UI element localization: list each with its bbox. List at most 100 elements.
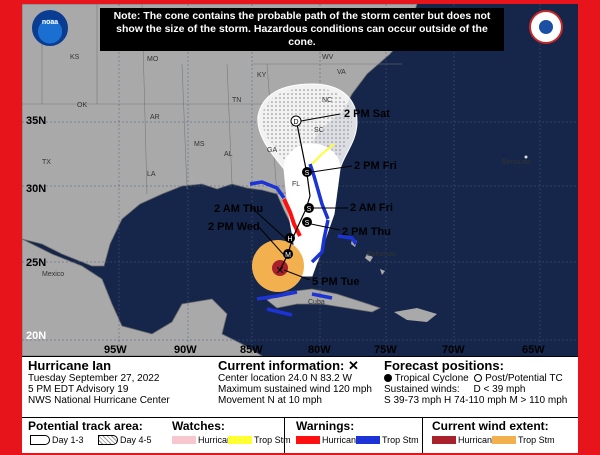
lon-90w: 90W bbox=[174, 344, 197, 356]
forecast-map: ✕ M H S S S D 2 P bbox=[22, 4, 578, 356]
state-ga: GA bbox=[267, 147, 277, 154]
current-title: Current information: bbox=[218, 358, 345, 373]
day45-label: Day 4-5 bbox=[120, 435, 152, 445]
legend-watch-ts: Trop Stm bbox=[228, 435, 291, 445]
day13-label: Day 1-3 bbox=[52, 435, 84, 445]
wind-hurricane-label: Hurricane bbox=[458, 435, 498, 445]
warn-hurricane-swatch bbox=[296, 436, 320, 444]
nws-logo bbox=[529, 10, 563, 44]
place-bahamas: Bahamas bbox=[367, 251, 397, 258]
noaa-logo: noaa bbox=[32, 10, 68, 46]
d-scale: D < 39 mph bbox=[473, 384, 526, 395]
storm-advisory: 5 PM EDT Advisory 19 bbox=[28, 384, 129, 395]
storm-name: Hurricane Ian bbox=[28, 358, 112, 373]
lon-65w: 65W bbox=[522, 344, 545, 356]
state-wv: WV bbox=[322, 54, 334, 61]
state-tx: TX bbox=[42, 159, 51, 166]
state-ky: KY bbox=[257, 72, 267, 79]
state-fl: FL bbox=[292, 181, 300, 188]
place-cuba: Cuba bbox=[308, 299, 325, 306]
legend-day45: Day 4-5 bbox=[98, 435, 152, 445]
cone-note: Note: The cone contains the probable pat… bbox=[100, 8, 504, 51]
storm-info: Hurricane Ian Tuesday September 27, 2022… bbox=[28, 358, 208, 407]
lon-95w: 95W bbox=[104, 344, 127, 356]
lat-25n: 25N bbox=[26, 257, 46, 269]
legend-divider-2 bbox=[422, 418, 423, 453]
state-ar: AR bbox=[150, 114, 160, 121]
forecast-title: Forecast positions: bbox=[384, 358, 504, 373]
svg-text:H: H bbox=[287, 236, 292, 243]
forecast-point-2pm-fri: S bbox=[302, 167, 312, 177]
watches-title: Watches: bbox=[172, 419, 225, 433]
svg-text:S: S bbox=[307, 206, 312, 213]
watch-hurricane-swatch bbox=[172, 436, 196, 444]
state-ks: KS bbox=[70, 54, 80, 61]
lon-80w: 80W bbox=[308, 344, 331, 356]
label-2pm-sat: 2 PM Sat bbox=[344, 108, 390, 120]
current-wind: Maximum sustained wind 120 mph bbox=[218, 384, 372, 395]
tropical-storm-warning-south bbox=[256, 219, 358, 317]
svg-text:D: D bbox=[293, 119, 298, 126]
legend-warn-ts: Trop Stm bbox=[356, 435, 419, 445]
lat-35n: 35N bbox=[26, 115, 46, 127]
watch-ts-swatch bbox=[228, 436, 252, 444]
lat-20n: 20N bbox=[26, 330, 46, 342]
current-location: Center location 24.0 N 83.2 W bbox=[218, 373, 352, 384]
current-x-icon: ✕ bbox=[348, 358, 359, 373]
cone-day-4-5-stipple bbox=[261, 88, 352, 164]
watch-ts-label: Trop Stm bbox=[254, 435, 291, 445]
label-leaders bbox=[251, 113, 353, 281]
warn-hurricane-label: Hurricane bbox=[322, 435, 362, 445]
forecast-info: Forecast positions: Tropical Cyclone Pos… bbox=[384, 359, 576, 406]
lon-75w: 75W bbox=[374, 344, 397, 356]
state-ok: OK bbox=[77, 102, 87, 109]
ptc-label: Post/Potential TC bbox=[485, 373, 563, 384]
wind-title: Current wind extent: bbox=[432, 419, 549, 433]
forecast-point-2am-fri: S bbox=[304, 203, 314, 213]
hispaniola bbox=[394, 308, 437, 322]
label-2pm-wed: 2 PM Wed bbox=[208, 221, 260, 233]
advisory-graphic: ✕ M H S S S D 2 P bbox=[22, 4, 578, 453]
storm-center: NWS National Hurricane Center bbox=[28, 395, 170, 406]
wind-ts-swatch bbox=[492, 436, 516, 444]
legend-top-divider bbox=[22, 417, 578, 418]
state-sc: SC bbox=[314, 127, 324, 134]
svg-text:S: S bbox=[305, 170, 310, 177]
lon-85w: 85W bbox=[240, 344, 263, 356]
forecast-point-2am-thu: H bbox=[285, 233, 295, 243]
warnings-title: Warnings: bbox=[296, 419, 355, 433]
svg-text:✕: ✕ bbox=[275, 264, 284, 277]
forecast-point-5pm-tue: ✕ bbox=[275, 264, 284, 277]
watch-hurricane-label: Hurricane bbox=[198, 435, 238, 445]
place-bermuda: Bermuda bbox=[502, 159, 531, 166]
lat-30n: 30N bbox=[26, 183, 46, 195]
lon-70w: 70W bbox=[442, 344, 465, 356]
cuba bbox=[266, 288, 382, 313]
current-info: Current information: ✕ Center location 2… bbox=[218, 358, 378, 407]
ptc-ring-icon bbox=[474, 374, 483, 383]
state-nc: NC bbox=[322, 97, 332, 104]
wind-ts-label: Trop Stm bbox=[518, 435, 555, 445]
place-mexico: Mexico bbox=[42, 271, 64, 278]
tc-label: Tropical Cyclone bbox=[394, 373, 469, 384]
svg-text:S: S bbox=[305, 220, 310, 227]
state-la: LA bbox=[147, 171, 156, 178]
wind-extent-hurricane bbox=[272, 260, 288, 276]
bahamas bbox=[351, 239, 385, 275]
label-2am-thu: 2 AM Thu bbox=[214, 203, 263, 215]
label-2pm-thu: 2 PM Thu bbox=[342, 226, 391, 238]
legend-warn-hurricane: Hurricane bbox=[296, 435, 361, 445]
legend-wind-hurricane: Hurricane bbox=[432, 435, 497, 445]
state-mo: MO bbox=[147, 56, 159, 63]
bermuda-dot bbox=[524, 155, 528, 159]
legend-day13: Day 1-3 bbox=[30, 435, 84, 445]
warn-ts-swatch bbox=[356, 436, 380, 444]
state-va: VA bbox=[337, 69, 346, 76]
sustained-label: Sustained winds: bbox=[384, 384, 460, 395]
legend-divider-1 bbox=[284, 418, 285, 453]
wind-scale: S 39-73 mph H 74-110 mph M > 110 mph bbox=[384, 395, 568, 406]
day13-swatch bbox=[30, 435, 50, 445]
day45-swatch bbox=[98, 435, 118, 445]
state-tn: TN bbox=[232, 97, 241, 104]
legend-wind-ts: Trop Stm bbox=[492, 435, 555, 445]
